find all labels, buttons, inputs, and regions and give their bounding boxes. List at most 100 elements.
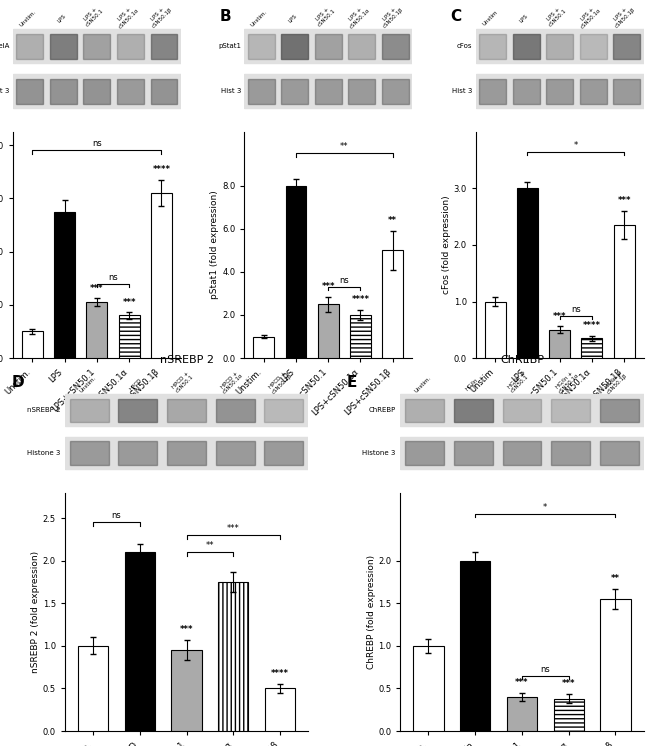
Text: ****: **** xyxy=(583,322,601,330)
Text: LPS +
cSN50.1β: LPS + cSN50.1β xyxy=(378,3,405,29)
Bar xyxy=(400,395,644,426)
Text: ****: **** xyxy=(352,295,369,304)
Bar xyxy=(502,398,541,422)
Bar xyxy=(83,79,111,104)
Bar xyxy=(22,331,43,358)
Bar xyxy=(546,34,573,59)
Bar xyxy=(65,395,308,426)
Text: cFos: cFos xyxy=(457,43,473,49)
Text: HPCD +
cSN50.1α: HPCD + cSN50.1α xyxy=(218,369,244,395)
Bar xyxy=(614,225,634,358)
Text: Histone 3: Histone 3 xyxy=(362,450,396,456)
Bar xyxy=(513,34,540,59)
Text: Unstim.: Unstim. xyxy=(78,374,97,393)
Text: **: ** xyxy=(388,216,397,225)
Text: B: B xyxy=(219,9,231,24)
Bar xyxy=(517,189,538,358)
Text: *: * xyxy=(543,503,547,512)
Text: RelA: RelA xyxy=(0,43,10,49)
Text: *: * xyxy=(574,141,578,150)
Bar xyxy=(581,338,603,358)
Bar xyxy=(460,561,490,731)
Bar xyxy=(13,29,181,63)
Text: LPS +
cSN50.1β: LPS + cSN50.1β xyxy=(610,3,636,29)
Bar xyxy=(549,330,570,358)
Title: ChREBP: ChREBP xyxy=(500,355,544,365)
Text: ***: *** xyxy=(515,678,528,687)
Text: HG/In: HG/In xyxy=(464,377,479,391)
Bar xyxy=(118,316,140,358)
Bar xyxy=(216,398,255,422)
Bar xyxy=(413,646,444,731)
Text: Hist 3: Hist 3 xyxy=(0,88,10,94)
Text: HPCD +
cSN50.1β: HPCD + cSN50.1β xyxy=(266,369,293,395)
Text: ChREBP: ChREBP xyxy=(369,407,396,413)
Text: LPS: LPS xyxy=(288,13,298,24)
Bar xyxy=(479,34,506,59)
Text: Unstim.: Unstim. xyxy=(19,9,37,28)
Bar xyxy=(546,79,573,104)
Text: Hist 3: Hist 3 xyxy=(221,88,241,94)
Bar xyxy=(265,441,303,465)
Bar xyxy=(218,582,248,731)
Bar xyxy=(265,398,303,422)
Text: ns: ns xyxy=(540,665,550,674)
Bar xyxy=(151,34,177,59)
Text: HG/In +
cSN50.1β: HG/In + cSN50.1β xyxy=(603,369,629,395)
Text: ***: *** xyxy=(180,625,193,634)
Text: Histone 3: Histone 3 xyxy=(27,450,60,456)
Bar xyxy=(281,34,308,59)
Bar xyxy=(315,34,342,59)
Text: ***: *** xyxy=(227,524,240,533)
Bar xyxy=(16,79,43,104)
Text: ***: *** xyxy=(322,282,335,291)
Bar xyxy=(281,79,308,104)
Bar xyxy=(382,34,409,59)
Text: nSREBP 2: nSREBP 2 xyxy=(27,407,60,413)
Text: ns: ns xyxy=(339,276,349,285)
Bar xyxy=(551,398,590,422)
Y-axis label: ChREBP (fold expression): ChREBP (fold expression) xyxy=(367,555,376,669)
Bar xyxy=(382,79,409,104)
Text: ns: ns xyxy=(571,304,580,313)
Text: HG/In +
cSN50.1α: HG/In + cSN50.1α xyxy=(554,369,580,395)
Bar xyxy=(78,646,109,731)
Bar xyxy=(118,441,157,465)
Bar xyxy=(70,441,109,465)
Text: ***: *** xyxy=(562,680,575,689)
Y-axis label: nSREBP 2 (fold expression): nSREBP 2 (fold expression) xyxy=(31,551,40,673)
Bar xyxy=(479,79,506,104)
Text: LPS +
cSN50.1α: LPS + cSN50.1α xyxy=(344,3,371,30)
Text: **: ** xyxy=(611,574,620,583)
Text: LPS: LPS xyxy=(57,13,67,24)
Bar xyxy=(83,34,111,59)
Bar xyxy=(254,336,274,358)
Bar xyxy=(216,441,255,465)
Text: ns: ns xyxy=(108,272,118,281)
Bar xyxy=(315,79,342,104)
Bar xyxy=(502,441,541,465)
Bar xyxy=(382,251,403,358)
Bar xyxy=(614,79,640,104)
Bar xyxy=(554,699,584,731)
Bar xyxy=(167,441,206,465)
Bar xyxy=(507,697,537,731)
Bar xyxy=(117,79,144,104)
Text: ***: *** xyxy=(122,298,136,307)
Bar xyxy=(454,398,493,422)
Text: HPCD: HPCD xyxy=(129,377,144,391)
Bar xyxy=(318,304,339,358)
Bar xyxy=(551,441,590,465)
Bar xyxy=(513,79,540,104)
Text: Unstim: Unstim xyxy=(482,10,499,27)
Bar xyxy=(476,75,644,108)
Text: **: ** xyxy=(205,541,214,550)
Bar xyxy=(285,186,307,358)
Bar xyxy=(50,34,77,59)
Text: Unstim.: Unstim. xyxy=(250,9,268,28)
Bar xyxy=(600,441,639,465)
Bar xyxy=(167,398,206,422)
Bar xyxy=(151,79,177,104)
Bar xyxy=(600,599,630,731)
Text: LPS +
cSN50.1β: LPS + cSN50.1β xyxy=(147,3,174,29)
